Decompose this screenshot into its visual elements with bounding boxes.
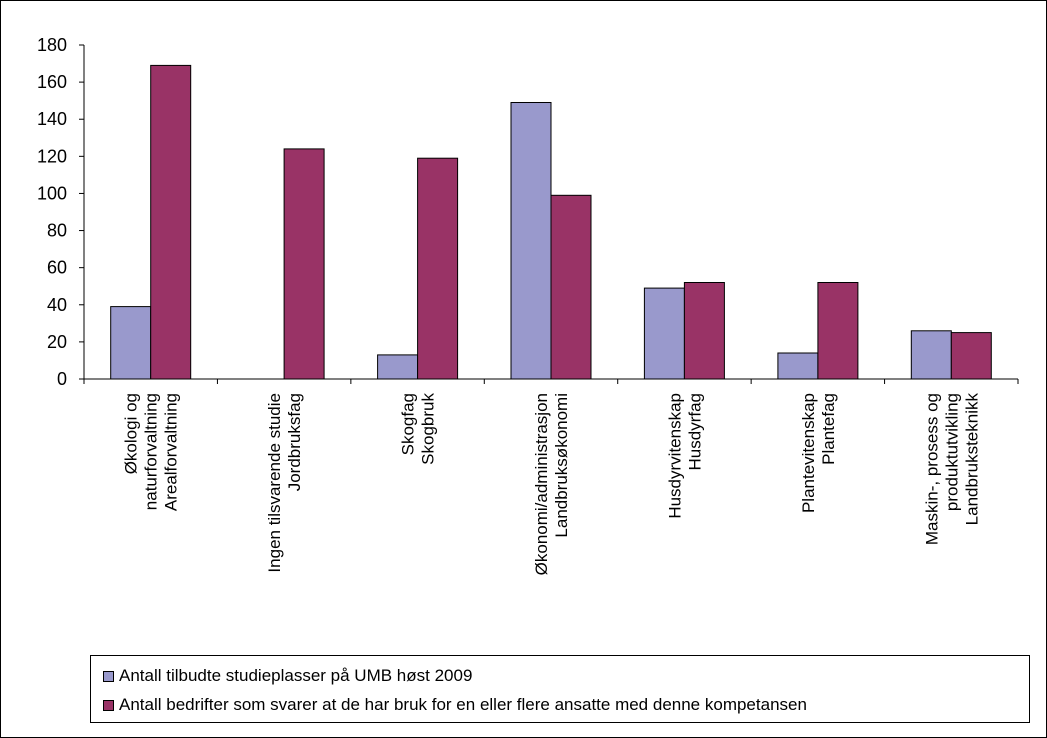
bar-series-2-cat-6	[817, 282, 859, 380]
y-tick-label: 100	[37, 183, 67, 203]
x-category-label: Plantevitenskap	[799, 393, 818, 513]
x-category-label: naturforvaltning	[142, 393, 161, 510]
x-category-label: Husdyrvitenskap	[665, 393, 684, 519]
x-category-label: Jordbruksfag	[285, 393, 304, 491]
x-category-label: Skogfag	[399, 393, 418, 455]
x-category-label: Skogbruk	[419, 393, 438, 465]
x-category-label: Landbruksøkonomi	[552, 393, 571, 538]
x-category-label: Arealforvaltning	[162, 393, 181, 511]
y-tick-label: 0	[57, 369, 67, 389]
x-category-label: produktutvikling	[942, 393, 961, 511]
y-tick-label: 40	[47, 295, 67, 315]
legend-swatch-series-1	[103, 670, 114, 682]
bar-series-2-cat-7	[950, 332, 992, 380]
x-category-label: Økonomi/administrasjon	[532, 393, 551, 575]
y-tick-label: 60	[47, 258, 67, 278]
bar-series-1-cat-3	[377, 354, 419, 380]
legend-label-series-2: Antall bedrifter som svarer at de har br…	[119, 695, 807, 714]
bar-series-2-cat-4	[550, 194, 592, 380]
legend-swatch-series-2	[103, 699, 114, 711]
bar-series-2-cat-5	[683, 282, 725, 380]
x-category-label: Økologi og	[122, 393, 141, 474]
bar-chart: 0 20 40 60 80 100 120 140 160 180 Økologi og natur…	[37, 35, 1019, 575]
legend-entry-series-2: Antall bedrifter som svarer at de har br…	[103, 692, 807, 718]
y-tick-label: 140	[37, 109, 67, 129]
bar-series-2-cat-1	[150, 64, 192, 380]
bar-series-2-cat-3	[417, 157, 459, 380]
bar-series-1-cat-4	[510, 102, 552, 380]
x-category-label: Maskin-, prosess og	[922, 393, 941, 545]
bar-series-1-cat-5	[643, 287, 685, 380]
legend-entry-series-1: Antall tilbudte studieplasser på UMB høs…	[103, 663, 472, 689]
bar-series-2-cat-2	[283, 148, 325, 380]
bar-series-1-cat-6	[777, 352, 819, 380]
y-tick-label: 20	[47, 332, 67, 352]
legend: Antall tilbudte studieplasser på UMB høs…	[90, 655, 1030, 723]
x-category-label: Landbruksteknikk	[962, 393, 981, 526]
legend-label-series-1: Antall tilbudte studieplasser på UMB høs…	[119, 666, 473, 685]
y-tick-label: 180	[37, 35, 67, 55]
y-tick-label: 120	[37, 146, 67, 166]
y-tick-label: 160	[37, 72, 67, 92]
bar-series-1-cat-1	[110, 306, 152, 380]
bar-series-1-cat-7	[910, 330, 952, 380]
x-category-label: Ingen tilsvarende studie	[265, 393, 284, 573]
x-category-label: Plantefag	[819, 393, 838, 465]
x-category-label: Husdyrfag	[685, 393, 704, 470]
y-tick-label: 80	[47, 221, 67, 241]
